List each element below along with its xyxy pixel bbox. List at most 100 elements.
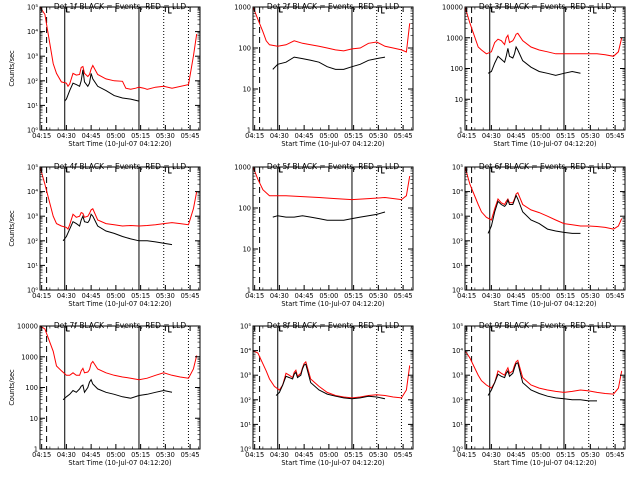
x-tick-label: 04:30 (482, 132, 501, 140)
lld-series-line (465, 167, 623, 230)
x-tick-label: 05:15 (344, 292, 363, 300)
x-tick-label: 04:15 (457, 132, 476, 140)
x-tick-label: 05:00 (531, 451, 550, 459)
chart-title: Det 9f BLACK = Events, RED = LLD (479, 321, 612, 330)
lld-series-line (253, 167, 411, 201)
x-tick-label: 04:15 (32, 292, 51, 300)
x-tick-label: 05:45 (181, 292, 200, 300)
x-tick-label: 04:45 (295, 132, 314, 140)
x-axis-label: Start Time (10-Jul-07 04:12:20) (281, 300, 384, 308)
y-tick-label: 10² (27, 77, 38, 85)
x-tick-label: 05:15 (131, 132, 150, 140)
x-tick-label: 05:30 (581, 451, 600, 459)
chart-panel-2: 1 10 100 1000 04:15 04:30 04:45 05:00 05:15 05:30… (234, 2, 414, 148)
x-tick-label: 05:15 (556, 451, 575, 459)
flag-bracket (168, 7, 172, 14)
chart-title: Det 6f BLACK = Events, RED = LLD (479, 162, 612, 171)
chart-panel-5: 1 10 100 1000 04:15 04:30 04:45 05:00 05:15 05:30… (234, 162, 414, 308)
events-series-line (62, 378, 173, 401)
y-tick-label: 10² (452, 237, 463, 245)
y-axis-label: Counts/sec (8, 210, 16, 247)
x-tick-label: 04:45 (507, 451, 526, 459)
y-tick-label: 1 (34, 446, 38, 454)
time-markers (471, 167, 614, 290)
y-tick-label: 10 (30, 415, 38, 423)
y-tick-label: 10³ (452, 372, 463, 380)
lld-series-line (465, 7, 623, 57)
plot-frame (39, 6, 201, 131)
x-tick-label: 04:45 (82, 132, 101, 140)
x-tick-label: 04:30 (270, 292, 289, 300)
y-tick-label: 10⁰ (27, 127, 38, 135)
y-axis-label: Counts/sec (8, 50, 16, 87)
x-tick-label: 05:30 (369, 292, 388, 300)
y-tick-label: 10² (452, 396, 463, 404)
plot-frame (252, 6, 414, 131)
x-axis-label: Start Time (10-Jul-07 04:12:20) (281, 140, 384, 148)
x-tick-label: 04:45 (82, 451, 101, 459)
chart-title: Det 1f BLACK = Events, RED = LLD (54, 2, 187, 11)
x-tick-label: 05:15 (344, 132, 363, 140)
y-tick-label: 10⁴ (27, 28, 38, 36)
y-tick-label: 10⁴ (240, 347, 251, 355)
time-markers (46, 7, 189, 130)
flag-bracket (593, 326, 597, 333)
x-tick-label: 05:15 (556, 292, 575, 300)
y-tick-label: 100 (25, 384, 38, 392)
chart-panel-1: 10⁰ 10¹ 10² 10³ 10⁴ 10⁵ 04:15 04:30 04:45 05:00 05… (8, 2, 201, 148)
events-series-line (272, 211, 386, 221)
y-tick-label: 10⁴ (452, 347, 463, 355)
x-tick-label: 04:45 (295, 451, 314, 459)
events-series-line (272, 56, 386, 70)
y-tick-label: 1000 (234, 164, 251, 172)
x-tick-label: 05:15 (131, 292, 150, 300)
plot-frame (464, 6, 626, 131)
y-tick-label: 10000 (17, 323, 38, 331)
flag-bracket (381, 326, 385, 333)
y-tick-label: 100 (238, 45, 251, 53)
y-tick-label: 10⁰ (27, 287, 38, 295)
plot-frame (252, 325, 414, 450)
plot-frame (39, 166, 201, 291)
x-tick-label: 04:15 (457, 292, 476, 300)
x-tick-label: 04:45 (507, 132, 526, 140)
y-tick-label: 10³ (452, 213, 463, 221)
events-series-line (64, 69, 140, 102)
y-tick-label: 10⁵ (452, 164, 463, 172)
y-tick-label: 10000 (442, 4, 463, 12)
x-tick-label: 04:45 (507, 292, 526, 300)
x-tick-label: 04:30 (482, 292, 501, 300)
y-tick-label: 10⁵ (240, 323, 251, 331)
time-markers (259, 326, 402, 449)
chart-panel-9: 10⁰ 10¹ 10² 10³ 10⁴ 10⁵ 04:15 04:30 04:45 05:00 05… (452, 321, 626, 467)
y-tick-label: 10 (243, 246, 251, 254)
flag-bracket (593, 7, 597, 14)
time-markers (46, 167, 189, 290)
flag-bracket (168, 167, 172, 174)
flag-bracket (593, 167, 597, 174)
x-tick-label: 05:45 (606, 451, 625, 459)
y-tick-label: 10⁰ (452, 287, 463, 295)
y-tick-label: 10 (455, 96, 463, 104)
x-tick-label: 05:30 (156, 451, 175, 459)
flag-bracket (381, 7, 385, 14)
lld-series-line (253, 7, 411, 53)
x-tick-label: 04:15 (32, 451, 51, 459)
x-tick-label: 05:15 (556, 132, 575, 140)
y-tick-label: 10⁴ (27, 188, 38, 196)
events-series-line (487, 194, 581, 234)
time-markers (259, 7, 402, 130)
y-tick-label: 10⁰ (452, 446, 463, 454)
x-tick-label: 04:15 (245, 132, 264, 140)
x-tick-label: 05:45 (606, 132, 625, 140)
chart-panel-3: 1 10 100 1000 10000 04:15 04:30 04:45 05:00 05:15… (442, 2, 626, 148)
x-tick-label: 04:45 (295, 292, 314, 300)
y-tick-label: 1 (459, 127, 463, 135)
y-tick-label: 100 (450, 65, 463, 73)
x-tick-label: 05:30 (581, 292, 600, 300)
x-tick-label: 05:00 (531, 292, 550, 300)
chart-panel-7: 1 10 100 1000 10000 04:15 04:30 04:45 05:00 05:15… (8, 321, 201, 467)
y-tick-label: 10¹ (27, 262, 38, 270)
flag-bracket (381, 167, 385, 174)
